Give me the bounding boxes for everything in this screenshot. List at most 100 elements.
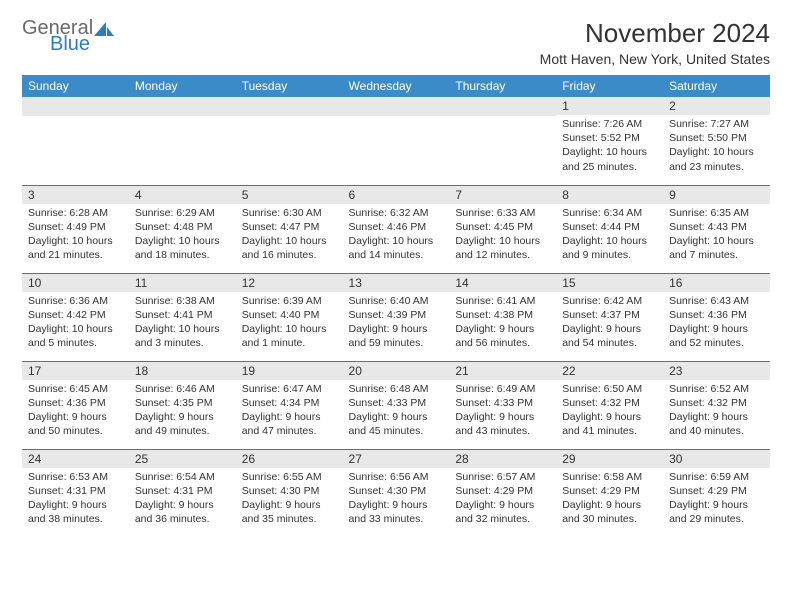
- cell-info: Sunrise: 7:27 AM Sunset: 5:50 PM Dayligh…: [663, 115, 770, 176]
- calendar-row: 24 Sunrise: 6:53 AM Sunset: 4:31 PM Dayl…: [22, 449, 770, 537]
- date-number: 28: [449, 450, 556, 468]
- calendar-cell: 18 Sunrise: 6:46 AM Sunset: 4:35 PM Dayl…: [129, 361, 236, 449]
- date-number: 21: [449, 362, 556, 380]
- day-header: Thursday: [449, 75, 556, 97]
- cell-info: Sunrise: 6:28 AM Sunset: 4:49 PM Dayligh…: [22, 204, 129, 265]
- calendar-table: SundayMondayTuesdayWednesdayThursdayFrid…: [22, 75, 770, 537]
- cell-info: Sunrise: 6:53 AM Sunset: 4:31 PM Dayligh…: [22, 468, 129, 529]
- cell-info: Sunrise: 6:40 AM Sunset: 4:39 PM Dayligh…: [343, 292, 450, 353]
- cell-info: Sunrise: 6:43 AM Sunset: 4:36 PM Dayligh…: [663, 292, 770, 353]
- date-number: 29: [556, 450, 663, 468]
- logo: General Blue: [22, 18, 116, 54]
- day-header: Monday: [129, 75, 236, 97]
- calendar-cell: 27 Sunrise: 6:56 AM Sunset: 4:30 PM Dayl…: [343, 449, 450, 537]
- cell-info: Sunrise: 6:35 AM Sunset: 4:43 PM Dayligh…: [663, 204, 770, 265]
- cell-info: Sunrise: 6:47 AM Sunset: 4:34 PM Dayligh…: [236, 380, 343, 441]
- cell-info: Sunrise: 7:26 AM Sunset: 5:52 PM Dayligh…: [556, 115, 663, 176]
- cell-info: Sunrise: 6:36 AM Sunset: 4:42 PM Dayligh…: [22, 292, 129, 353]
- calendar-cell: 19 Sunrise: 6:47 AM Sunset: 4:34 PM Dayl…: [236, 361, 343, 449]
- empty-date: [22, 97, 129, 116]
- calendar-cell: [236, 97, 343, 185]
- empty-date: [449, 97, 556, 116]
- calendar-cell: 30 Sunrise: 6:59 AM Sunset: 4:29 PM Dayl…: [663, 449, 770, 537]
- day-header: Friday: [556, 75, 663, 97]
- date-number: 9: [663, 186, 770, 204]
- calendar-cell: 29 Sunrise: 6:58 AM Sunset: 4:29 PM Dayl…: [556, 449, 663, 537]
- date-number: 3: [22, 186, 129, 204]
- calendar-cell: 25 Sunrise: 6:54 AM Sunset: 4:31 PM Dayl…: [129, 449, 236, 537]
- date-number: 19: [236, 362, 343, 380]
- date-number: 2: [663, 97, 770, 115]
- header: General Blue November 2024 Mott Haven, N…: [22, 18, 770, 67]
- date-number: 7: [449, 186, 556, 204]
- date-number: 16: [663, 274, 770, 292]
- calendar-cell: 12 Sunrise: 6:39 AM Sunset: 4:40 PM Dayl…: [236, 273, 343, 361]
- calendar-cell: 11 Sunrise: 6:38 AM Sunset: 4:41 PM Dayl…: [129, 273, 236, 361]
- calendar-cell: 6 Sunrise: 6:32 AM Sunset: 4:46 PM Dayli…: [343, 185, 450, 273]
- date-number: 25: [129, 450, 236, 468]
- date-number: 23: [663, 362, 770, 380]
- location: Mott Haven, New York, United States: [540, 51, 770, 67]
- calendar-cell: 3 Sunrise: 6:28 AM Sunset: 4:49 PM Dayli…: [22, 185, 129, 273]
- date-number: 1: [556, 97, 663, 115]
- day-header: Tuesday: [236, 75, 343, 97]
- date-number: 6: [343, 186, 450, 204]
- cell-info: Sunrise: 6:57 AM Sunset: 4:29 PM Dayligh…: [449, 468, 556, 529]
- calendar-cell: 1 Sunrise: 7:26 AM Sunset: 5:52 PM Dayli…: [556, 97, 663, 185]
- empty-date: [236, 97, 343, 116]
- cell-info: Sunrise: 6:52 AM Sunset: 4:32 PM Dayligh…: [663, 380, 770, 441]
- calendar-cell: 21 Sunrise: 6:49 AM Sunset: 4:33 PM Dayl…: [449, 361, 556, 449]
- day-header: Wednesday: [343, 75, 450, 97]
- calendar-cell: 23 Sunrise: 6:52 AM Sunset: 4:32 PM Dayl…: [663, 361, 770, 449]
- calendar-cell: 26 Sunrise: 6:55 AM Sunset: 4:30 PM Dayl…: [236, 449, 343, 537]
- day-header: Sunday: [22, 75, 129, 97]
- calendar-cell: [22, 97, 129, 185]
- cell-info: Sunrise: 6:41 AM Sunset: 4:38 PM Dayligh…: [449, 292, 556, 353]
- cell-info: Sunrise: 6:56 AM Sunset: 4:30 PM Dayligh…: [343, 468, 450, 529]
- calendar-body: 1 Sunrise: 7:26 AM Sunset: 5:52 PM Dayli…: [22, 97, 770, 537]
- date-number: 13: [343, 274, 450, 292]
- calendar-row: 3 Sunrise: 6:28 AM Sunset: 4:49 PM Dayli…: [22, 185, 770, 273]
- calendar-cell: 2 Sunrise: 7:27 AM Sunset: 5:50 PM Dayli…: [663, 97, 770, 185]
- date-number: 18: [129, 362, 236, 380]
- calendar-cell: 10 Sunrise: 6:36 AM Sunset: 4:42 PM Dayl…: [22, 273, 129, 361]
- calendar-cell: 9 Sunrise: 6:35 AM Sunset: 4:43 PM Dayli…: [663, 185, 770, 273]
- calendar-cell: 17 Sunrise: 6:45 AM Sunset: 4:36 PM Dayl…: [22, 361, 129, 449]
- calendar-row: 1 Sunrise: 7:26 AM Sunset: 5:52 PM Dayli…: [22, 97, 770, 185]
- cell-info: Sunrise: 6:58 AM Sunset: 4:29 PM Dayligh…: [556, 468, 663, 529]
- date-number: 15: [556, 274, 663, 292]
- cell-info: Sunrise: 6:29 AM Sunset: 4:48 PM Dayligh…: [129, 204, 236, 265]
- date-number: 24: [22, 450, 129, 468]
- date-number: 10: [22, 274, 129, 292]
- calendar-cell: 8 Sunrise: 6:34 AM Sunset: 4:44 PM Dayli…: [556, 185, 663, 273]
- calendar-cell: 24 Sunrise: 6:53 AM Sunset: 4:31 PM Dayl…: [22, 449, 129, 537]
- cell-info: Sunrise: 6:49 AM Sunset: 4:33 PM Dayligh…: [449, 380, 556, 441]
- date-number: 5: [236, 186, 343, 204]
- month-title: November 2024: [540, 18, 770, 49]
- cell-info: Sunrise: 6:38 AM Sunset: 4:41 PM Dayligh…: [129, 292, 236, 353]
- date-number: 11: [129, 274, 236, 292]
- cell-info: Sunrise: 6:32 AM Sunset: 4:46 PM Dayligh…: [343, 204, 450, 265]
- cell-info: Sunrise: 6:54 AM Sunset: 4:31 PM Dayligh…: [129, 468, 236, 529]
- calendar-cell: 16 Sunrise: 6:43 AM Sunset: 4:36 PM Dayl…: [663, 273, 770, 361]
- cell-info: Sunrise: 6:50 AM Sunset: 4:32 PM Dayligh…: [556, 380, 663, 441]
- date-number: 14: [449, 274, 556, 292]
- calendar-cell: [343, 97, 450, 185]
- date-number: 12: [236, 274, 343, 292]
- date-number: 4: [129, 186, 236, 204]
- empty-date: [343, 97, 450, 116]
- day-header-row: SundayMondayTuesdayWednesdayThursdayFrid…: [22, 75, 770, 97]
- calendar-cell: 13 Sunrise: 6:40 AM Sunset: 4:39 PM Dayl…: [343, 273, 450, 361]
- calendar-cell: 15 Sunrise: 6:42 AM Sunset: 4:37 PM Dayl…: [556, 273, 663, 361]
- calendar-cell: 28 Sunrise: 6:57 AM Sunset: 4:29 PM Dayl…: [449, 449, 556, 537]
- date-number: 8: [556, 186, 663, 204]
- calendar-cell: 5 Sunrise: 6:30 AM Sunset: 4:47 PM Dayli…: [236, 185, 343, 273]
- cell-info: Sunrise: 6:30 AM Sunset: 4:47 PM Dayligh…: [236, 204, 343, 265]
- cell-info: Sunrise: 6:39 AM Sunset: 4:40 PM Dayligh…: [236, 292, 343, 353]
- date-number: 27: [343, 450, 450, 468]
- date-number: 17: [22, 362, 129, 380]
- cell-info: Sunrise: 6:46 AM Sunset: 4:35 PM Dayligh…: [129, 380, 236, 441]
- calendar-cell: 22 Sunrise: 6:50 AM Sunset: 4:32 PM Dayl…: [556, 361, 663, 449]
- cell-info: Sunrise: 6:33 AM Sunset: 4:45 PM Dayligh…: [449, 204, 556, 265]
- date-number: 26: [236, 450, 343, 468]
